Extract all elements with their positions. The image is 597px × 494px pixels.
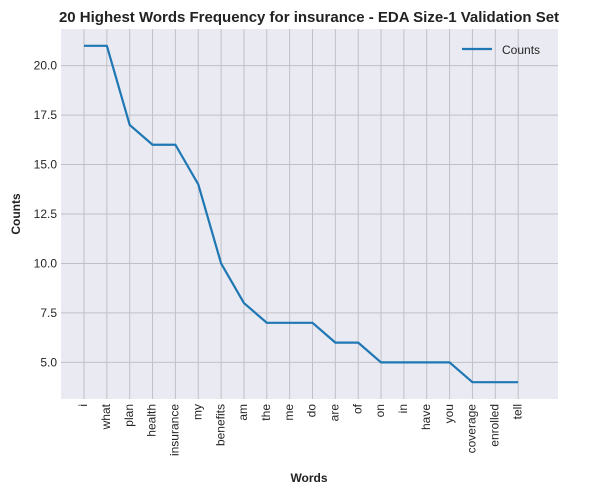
x-tick-label: coverage <box>465 404 479 454</box>
series-line-counts <box>84 44 519 384</box>
x-tick-label: enrolled <box>487 404 501 447</box>
y-tick-label: 17.5 <box>34 108 58 122</box>
x-tick-label: do <box>305 404 319 418</box>
y-axis-ticks: 5.0 7.5 10.0 12.5 15.0 17.5 20.0 <box>34 59 58 370</box>
x-tick-label: what <box>99 403 113 430</box>
x-tick-label: am <box>236 404 250 421</box>
x-tick-label: my <box>190 404 204 420</box>
legend-label: Counts <box>502 43 540 57</box>
y-axis-title: Counts <box>9 193 23 235</box>
x-tick-label: of <box>350 403 364 414</box>
y-tick-label: 15.0 <box>34 158 58 172</box>
y-tick-label: 20.0 <box>34 59 58 73</box>
grid-lines <box>61 29 558 399</box>
x-tick-label: benefits <box>213 404 227 446</box>
y-tick-label: 10.0 <box>34 256 58 270</box>
x-tick-label: the <box>259 404 273 421</box>
chart-title: 20 Highest Words Frequency for insurance… <box>59 9 559 26</box>
x-tick-label: i <box>76 404 90 407</box>
x-axis-title: Words <box>290 471 327 485</box>
x-tick-label: are <box>328 404 342 422</box>
x-tick-label: in <box>396 404 410 413</box>
x-tick-label: plan <box>122 404 136 427</box>
y-tick-label: 5.0 <box>40 355 57 369</box>
x-tick-label: you <box>442 404 456 423</box>
x-tick-label: on <box>373 404 387 417</box>
x-tick-label: insurance <box>168 404 182 456</box>
x-tick-label: health <box>145 404 159 437</box>
legend: Counts <box>462 43 540 57</box>
x-tick-label: tell <box>510 404 524 419</box>
x-axis-ticks: i what plan health insurance my benefits am the m… <box>76 403 524 456</box>
y-tick-label: 7.5 <box>40 306 57 320</box>
y-tick-label: 12.5 <box>34 207 58 221</box>
x-tick-label: me <box>282 404 296 421</box>
x-tick-label: have <box>419 404 433 430</box>
